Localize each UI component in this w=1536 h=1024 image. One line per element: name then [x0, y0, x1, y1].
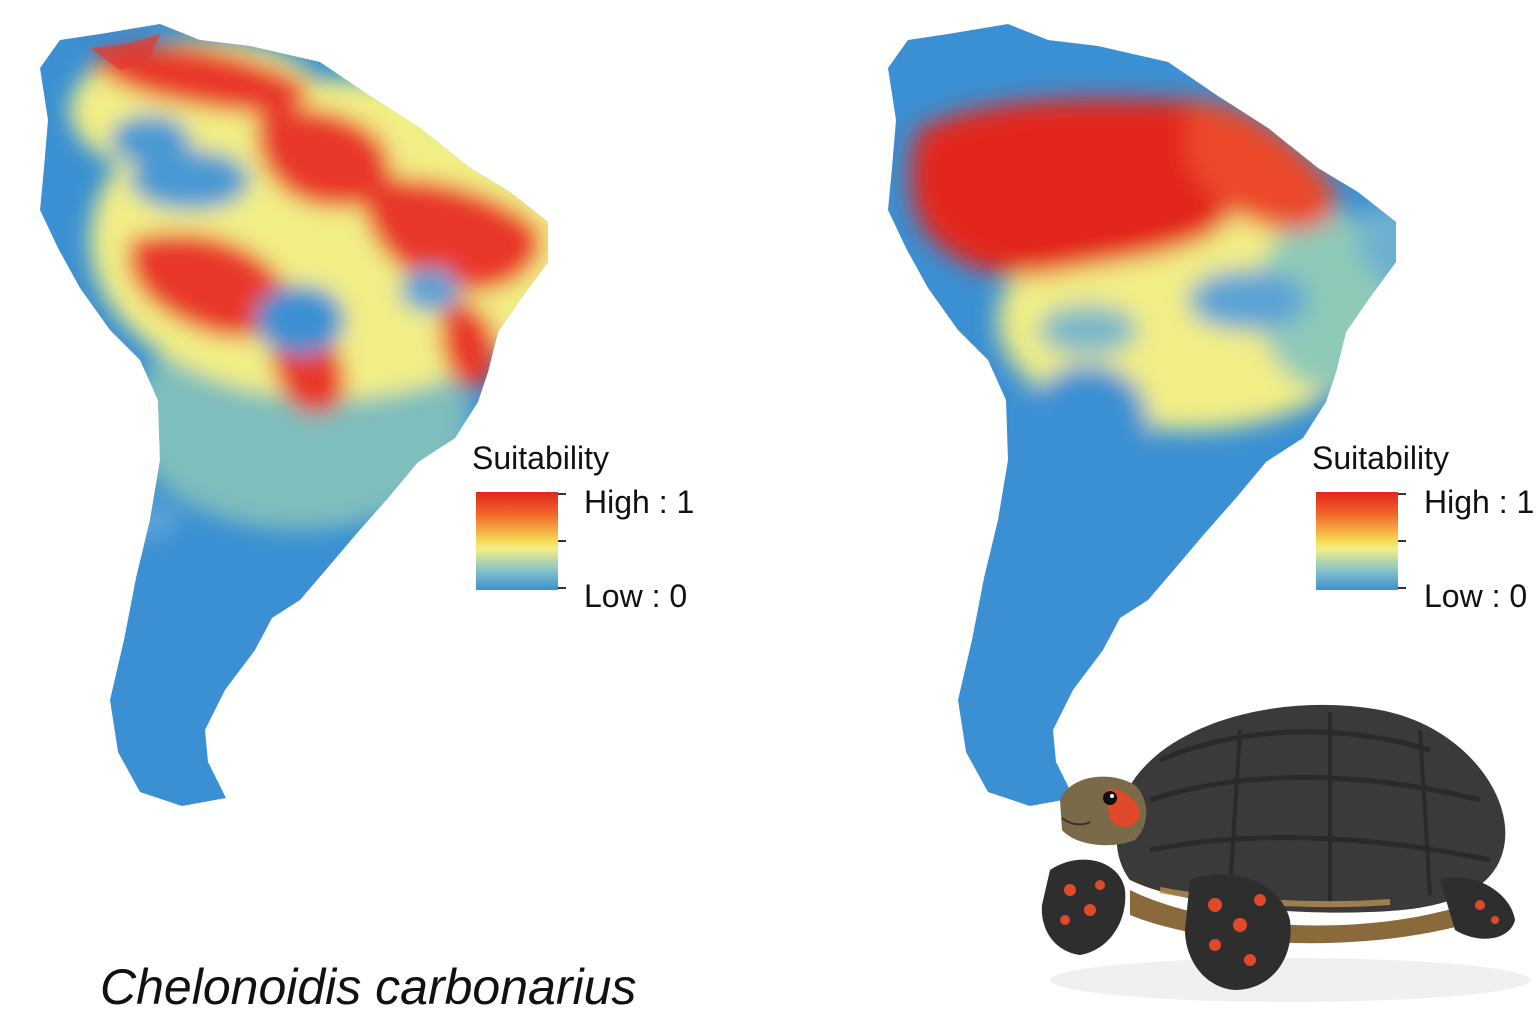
legend-color-ramp	[476, 492, 558, 590]
suitability-map-left: Suitability High : 1 Low : 0	[0, 0, 768, 860]
legend-low-label: Low : 0	[1424, 578, 1528, 614]
legend-tick-low	[558, 587, 566, 589]
tortoise-illustration	[1041, 704, 1530, 1002]
legend-high-label: High : 1	[584, 484, 695, 520]
suitability-map-right: Suitability High : 1 Low : 0	[768, 0, 1536, 860]
legend-title: Suitability	[472, 440, 609, 476]
legend-tick-high	[1398, 493, 1406, 495]
legend-low-label: Low : 0	[584, 578, 688, 614]
legend-tick-mid	[1398, 540, 1406, 542]
legend-tick-mid	[558, 540, 566, 542]
legend-tick-low	[1398, 587, 1406, 589]
legend-high-label: High : 1	[1424, 484, 1535, 520]
south-america-map-right	[888, 24, 1396, 806]
species-name: Chelonoidis carbonarius	[100, 959, 637, 1015]
legend-title: Suitability	[1312, 440, 1449, 476]
legend-color-ramp	[1316, 492, 1398, 590]
south-america-map-left	[40, 24, 548, 806]
legend-tick-high	[558, 493, 566, 495]
